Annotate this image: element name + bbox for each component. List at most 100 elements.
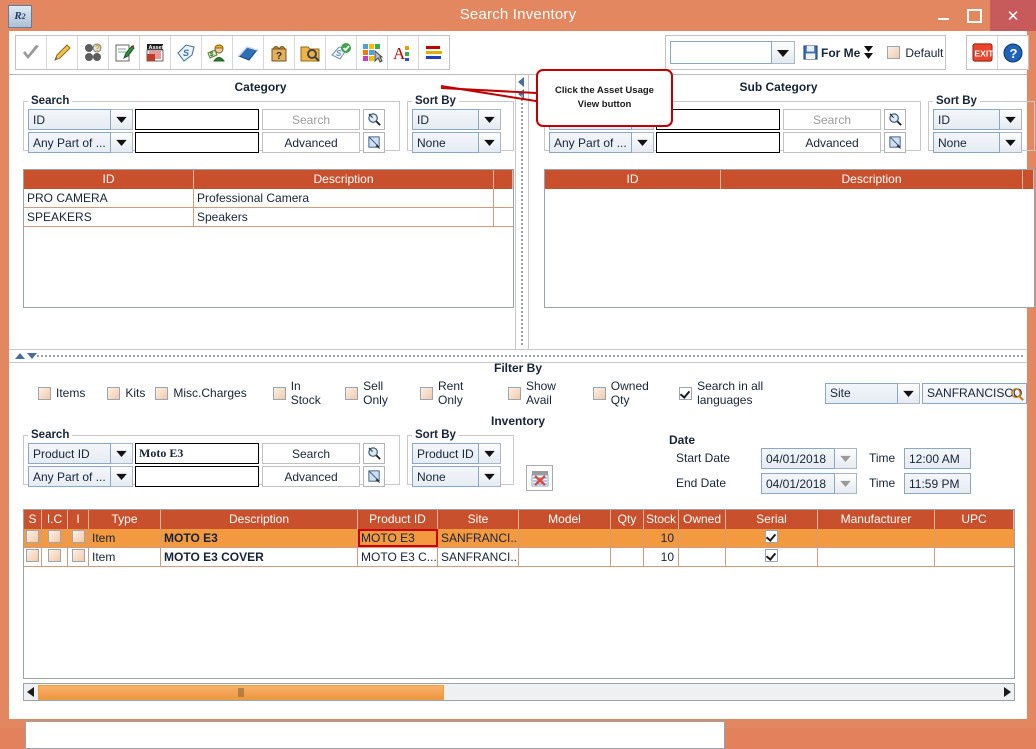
subcategory-col-id[interactable]: ID bbox=[545, 170, 721, 189]
chevron-down-icon[interactable] bbox=[898, 383, 920, 404]
subcategory-sort-secondary-select[interactable]: None bbox=[933, 132, 1000, 153]
chevron-down-icon[interactable] bbox=[835, 448, 857, 469]
spinner-up-down-icon[interactable] bbox=[864, 46, 873, 59]
vertical-splitter[interactable] bbox=[515, 75, 529, 349]
row-select-checkbox[interactable] bbox=[24, 529, 42, 547]
filter-misc-charges-checkbox[interactable]: Misc.Charges bbox=[155, 386, 246, 400]
advanced-query-icon[interactable] bbox=[363, 466, 385, 487]
row-serial-checkbox[interactable] bbox=[726, 529, 818, 547]
checkbox-box[interactable] bbox=[38, 387, 51, 400]
magnifier-icon[interactable] bbox=[363, 443, 385, 464]
row-serial-checkbox[interactable] bbox=[726, 548, 818, 566]
chevron-down-icon[interactable] bbox=[1000, 109, 1022, 130]
color-bars-button[interactable] bbox=[419, 36, 449, 69]
default-checkbox-box[interactable] bbox=[887, 46, 900, 59]
row-description[interactable]: MOTO E3 bbox=[161, 529, 358, 547]
category-search-button[interactable]: Search bbox=[262, 109, 360, 130]
splitter-arrow-icon[interactable] bbox=[518, 77, 524, 87]
category-sort-primary-select[interactable]: ID bbox=[412, 109, 479, 130]
checkbox-box[interactable] bbox=[679, 387, 692, 400]
checkbox-box[interactable] bbox=[593, 387, 606, 400]
category-col-id[interactable]: ID bbox=[24, 170, 194, 189]
category-match-select[interactable]: Any Part of ... bbox=[28, 132, 111, 153]
table-row[interactable]: PRO CAMERA Professional Camera bbox=[24, 189, 513, 208]
row-owned[interactable] bbox=[679, 529, 726, 547]
filter-owned-qty-checkbox[interactable]: Owned Qty bbox=[593, 379, 667, 407]
checkbox-box[interactable] bbox=[508, 387, 521, 400]
layout-select-button[interactable] bbox=[357, 36, 388, 69]
view-combo-arrow-icon[interactable] bbox=[772, 41, 795, 64]
checkbox-box[interactable] bbox=[107, 387, 120, 400]
inventory-col-owned[interactable]: Owned bbox=[679, 510, 726, 529]
inventory-col-model[interactable]: Model bbox=[519, 510, 611, 529]
row-upc[interactable] bbox=[935, 548, 1014, 566]
row-upc[interactable] bbox=[935, 529, 1014, 547]
filter-items-checkbox[interactable]: Items bbox=[38, 386, 85, 400]
row-site[interactable]: SANFRANCI... bbox=[438, 548, 519, 566]
row-type[interactable]: Item bbox=[89, 529, 161, 547]
inventory-col-qty[interactable]: Qty bbox=[611, 510, 644, 529]
subcategory-search-value-2[interactable] bbox=[656, 132, 780, 153]
inventory-col-product-id[interactable]: Product ID bbox=[358, 510, 438, 529]
chevron-down-icon[interactable] bbox=[111, 443, 133, 464]
row-stock[interactable]: 10 bbox=[644, 548, 679, 566]
row-qty[interactable] bbox=[611, 548, 644, 566]
row-qty[interactable] bbox=[611, 529, 644, 547]
table-row[interactable]: SPEAKERS Speakers bbox=[24, 208, 513, 227]
row-site[interactable]: SANFRANCI... bbox=[438, 529, 519, 547]
asset-list-button[interactable]: Asset bbox=[140, 36, 171, 69]
row-product-id[interactable]: MOTO E3 C... bbox=[358, 548, 438, 566]
row-type[interactable]: Item bbox=[89, 548, 161, 566]
category-grid[interactable]: ID Description PRO CAMERA Professional C… bbox=[23, 169, 514, 308]
advanced-query-icon[interactable] bbox=[363, 132, 385, 153]
hscrollbar-thumb[interactable] bbox=[38, 685, 444, 700]
filter-search-all-languages-checkbox[interactable]: Search in all languages bbox=[679, 379, 815, 407]
inventory-col-ic[interactable]: I.C bbox=[42, 510, 68, 529]
chevron-down-icon[interactable] bbox=[479, 132, 501, 153]
chevron-down-icon[interactable] bbox=[479, 443, 501, 464]
category-cell-id[interactable]: SPEAKERS bbox=[24, 208, 194, 226]
subcategory-col-description[interactable]: Description bbox=[721, 170, 1023, 189]
filter-kits-checkbox[interactable]: Kits bbox=[107, 386, 145, 400]
clear-grid-button[interactable] bbox=[526, 465, 553, 491]
chevron-down-icon[interactable] bbox=[111, 109, 133, 130]
inventory-col-site[interactable]: Site bbox=[438, 510, 519, 529]
chevron-down-icon[interactable] bbox=[1000, 132, 1022, 153]
chevron-down-icon[interactable] bbox=[111, 132, 133, 153]
package-help-button[interactable]: ? bbox=[264, 36, 295, 69]
accept-check-button[interactable] bbox=[16, 36, 47, 69]
row-manufacturer[interactable] bbox=[818, 529, 935, 547]
row-ic-checkbox[interactable] bbox=[42, 529, 68, 547]
row-i-checkbox[interactable] bbox=[68, 529, 89, 547]
inventory-grid-hscrollbar[interactable] bbox=[23, 683, 1015, 701]
filter-rent-only-checkbox[interactable]: Rent Only bbox=[420, 379, 488, 407]
inventory-sort-primary-select[interactable]: Product ID bbox=[412, 443, 479, 464]
for-me-button[interactable]: For Me bbox=[803, 45, 873, 60]
close-button[interactable]: ✕ bbox=[990, 0, 1036, 31]
subcategory-sort-primary-select[interactable]: ID bbox=[933, 109, 1000, 130]
inventory-col-stock[interactable]: Stock bbox=[644, 510, 679, 529]
inventory-col-description[interactable]: Description bbox=[161, 510, 358, 529]
subcategory-advanced-button[interactable]: Advanced bbox=[783, 132, 881, 153]
advanced-query-icon[interactable] bbox=[884, 132, 906, 153]
subcategory-match-select[interactable]: Any Part of ... bbox=[549, 132, 632, 153]
row-model[interactable] bbox=[519, 548, 611, 566]
view-combo-input[interactable] bbox=[670, 41, 772, 64]
splitter-arrow-up-icon[interactable] bbox=[15, 353, 25, 359]
subcategory-grid[interactable]: ID Description bbox=[544, 169, 1035, 308]
category-cell-id[interactable]: PRO CAMERA bbox=[24, 189, 194, 207]
row-ic-checkbox[interactable] bbox=[42, 548, 68, 566]
notes-button[interactable] bbox=[109, 36, 140, 69]
scroll-right-icon[interactable] bbox=[1001, 685, 1014, 699]
subcategory-search-button[interactable]: Search bbox=[783, 109, 881, 130]
chevron-down-icon[interactable] bbox=[479, 466, 501, 487]
table-row[interactable]: Item MOTO E3 MOTO E3 SANFRANCI... 10 bbox=[24, 529, 1014, 548]
filter-in-stock-checkbox[interactable]: In Stock bbox=[273, 379, 331, 407]
check-availability-button[interactable]: S bbox=[326, 36, 357, 69]
inventory-advanced-button[interactable]: Advanced bbox=[262, 466, 360, 487]
exit-button[interactable]: EXIT bbox=[967, 36, 998, 69]
splitter-arrow-down-icon[interactable] bbox=[27, 353, 37, 359]
row-model[interactable] bbox=[519, 529, 611, 547]
default-checkbox[interactable]: Default bbox=[887, 46, 943, 60]
inventory-match-select[interactable]: Any Part of ... bbox=[28, 466, 111, 487]
